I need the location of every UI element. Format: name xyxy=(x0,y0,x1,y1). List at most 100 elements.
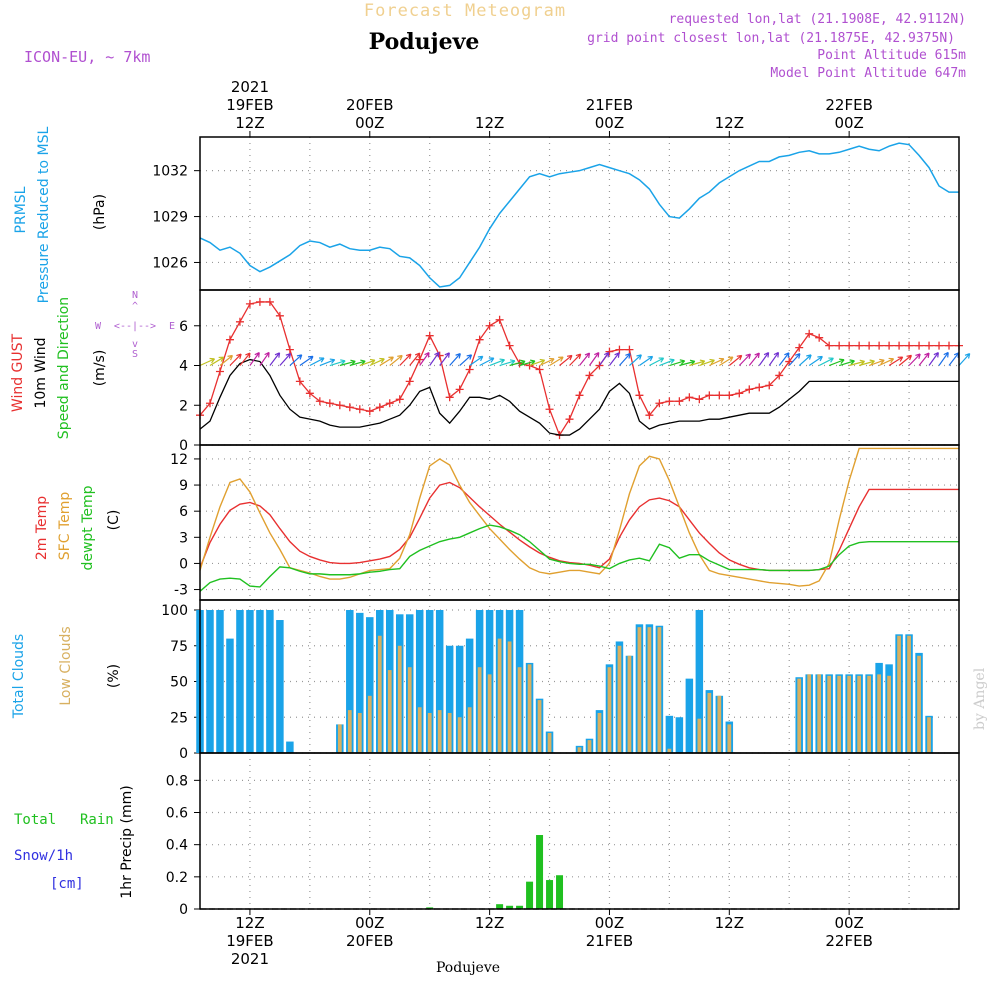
wind-direction-arrow xyxy=(918,352,930,366)
y-tick-label: 0 xyxy=(179,556,188,572)
wind-direction-arrow xyxy=(199,357,216,367)
gust-point xyxy=(385,399,394,408)
gust-point xyxy=(485,321,494,330)
gust-point xyxy=(315,397,324,406)
compass-w: W xyxy=(95,321,102,332)
gust-point xyxy=(885,341,894,350)
wind-direction-arrow xyxy=(279,352,292,366)
rain-bar xyxy=(516,905,524,909)
gust-point xyxy=(695,395,704,404)
wind-direction-arrow xyxy=(798,354,812,366)
low-cloud-bar xyxy=(897,635,901,753)
wind-direction-arrow xyxy=(908,353,921,366)
bottom-time-label: 21FEB xyxy=(586,932,633,950)
model-altitude: Model Point Altitude 647m xyxy=(770,66,966,81)
rain-bar xyxy=(496,904,504,909)
y-tick-label: 1026 xyxy=(152,255,188,271)
wind-direction-arrow xyxy=(229,353,242,366)
y-tick-label: 1032 xyxy=(152,164,188,180)
location-title: Podujeve xyxy=(369,29,480,55)
compass-vbot: v xyxy=(132,339,138,350)
wind-direction-arrow xyxy=(399,353,412,366)
wind-direction-arrow xyxy=(768,351,780,366)
compass-s: S xyxy=(132,349,138,360)
gust-point xyxy=(645,411,654,420)
precip-rain-label: Rain xyxy=(80,812,114,828)
wind-direction-arrow xyxy=(269,352,281,366)
total-cloud-bar xyxy=(266,610,274,753)
wind-direction-arrow xyxy=(898,354,913,366)
gust-point xyxy=(235,317,244,326)
low-cloud-bar xyxy=(417,707,422,753)
dewpt-line xyxy=(199,524,959,592)
wind-direction-arrow xyxy=(699,358,715,367)
wind-direction-arrow xyxy=(209,356,225,367)
total-cloud-bar xyxy=(346,610,354,753)
gust-label: Wind GUST xyxy=(10,333,26,412)
gust-point xyxy=(265,297,274,306)
low-cloud-bar xyxy=(407,667,412,753)
gust-point xyxy=(395,395,404,404)
low-cloud-bar xyxy=(817,674,822,753)
total-cloud-bar xyxy=(286,741,294,753)
gust-point xyxy=(745,385,754,394)
low-cloud-bar xyxy=(907,635,911,753)
low-cloud-bar xyxy=(647,627,652,753)
gust-point xyxy=(245,299,254,308)
gust-point xyxy=(915,341,924,350)
top-time-label: 12Z xyxy=(715,114,744,132)
gust-point xyxy=(405,377,414,386)
gust-point xyxy=(305,389,314,398)
wind-direction-arrow xyxy=(888,356,904,367)
y-tick-label: 0 xyxy=(179,438,188,454)
gust-point xyxy=(705,391,714,400)
gust-point xyxy=(735,389,744,398)
gust-point xyxy=(475,335,484,344)
precip-snow-label: Snow/1h xyxy=(14,848,73,864)
wind-direction-arrow xyxy=(459,354,473,366)
low-cloud-bar xyxy=(667,748,672,753)
low-cloud-bar xyxy=(617,645,622,753)
temperature-frame xyxy=(199,444,960,601)
wind-direction-arrow xyxy=(608,352,620,366)
gust-point xyxy=(785,357,794,366)
precip-total-label: Total xyxy=(14,812,56,828)
pressure-frame xyxy=(199,136,960,291)
gust-point xyxy=(945,341,954,350)
low-cloud-bar xyxy=(397,645,402,753)
precip-panel: 0 0.2 0.4 0.6 0.8 xyxy=(166,752,960,918)
total-cloud-bar xyxy=(455,645,464,753)
top-time-label: 00Z xyxy=(595,114,624,132)
rain-bar xyxy=(546,880,554,909)
top-time-label: 21FEB xyxy=(586,96,633,114)
clouds-panel: 0 25 50 75 100 xyxy=(161,599,960,762)
point-altitude: Point Altitude 615m xyxy=(817,48,966,63)
gust-point xyxy=(835,341,844,350)
gust-point xyxy=(205,399,214,408)
requested-coords: requested lon,lat (21.1908E, 42.9112N) xyxy=(669,12,966,27)
low-cloud-bar xyxy=(477,667,482,753)
total-cloud-bar xyxy=(415,610,424,753)
y-tick-label: 6 xyxy=(179,319,188,335)
wind-direction-arrow xyxy=(309,357,325,367)
wind-unit-label: (m/s) xyxy=(92,350,108,387)
low-cloud-bar xyxy=(427,712,432,753)
gust-point xyxy=(295,377,304,386)
wind-direction-arrow xyxy=(948,352,960,366)
gust-point xyxy=(465,365,474,374)
rain-bar xyxy=(426,907,434,909)
wind-direction-arrow xyxy=(659,358,675,367)
wind-direction-arrow xyxy=(598,351,610,366)
total-cloud-bar xyxy=(216,610,224,753)
gust-point xyxy=(605,347,614,356)
gust-point xyxy=(845,341,854,350)
wind-direction-arrow xyxy=(928,351,939,366)
wind-direction-arrow xyxy=(579,352,591,366)
wind-direction-arrow xyxy=(738,353,751,366)
low-cloud-bar xyxy=(497,638,502,753)
low-cloud-bar xyxy=(507,641,512,753)
wind10-label: 10m Wind xyxy=(33,337,49,408)
gust-point xyxy=(685,393,694,402)
